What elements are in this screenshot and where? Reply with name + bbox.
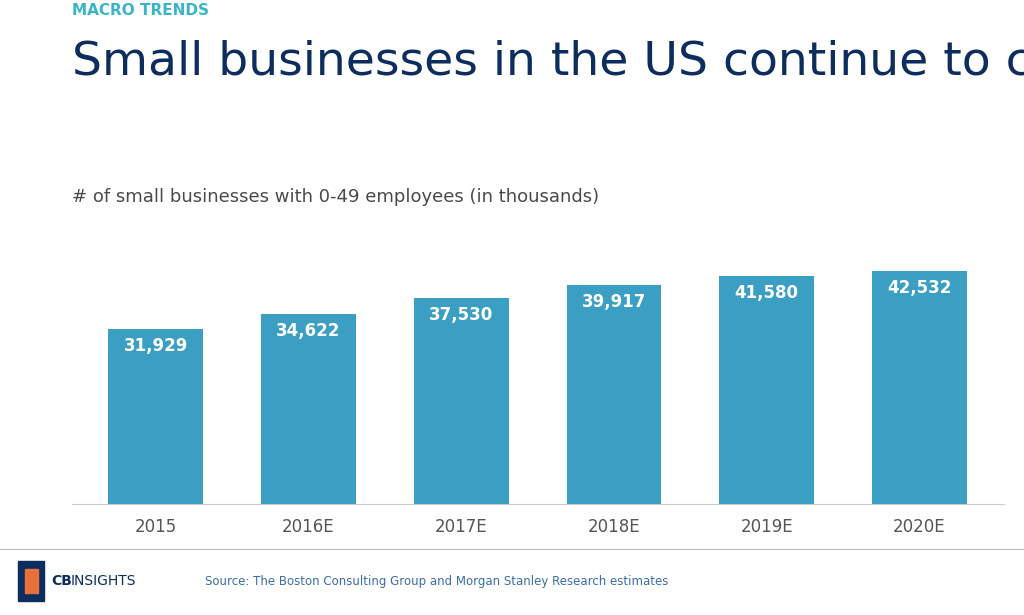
Text: 42,532: 42,532 [888, 279, 951, 297]
Bar [566, 285, 662, 504]
Text: 41,580: 41,580 [735, 284, 799, 302]
Bar [720, 276, 814, 504]
Bar [261, 314, 355, 504]
Bar [414, 298, 509, 504]
Text: # of small businesses with 0-49 employees (in thousands): # of small businesses with 0-49 employee… [72, 188, 599, 205]
Text: Source: The Boston Consulting Group and Morgan Stanley Research estimates: Source: The Boston Consulting Group and … [205, 574, 669, 588]
Text: MACRO TRENDS: MACRO TRENDS [72, 3, 209, 18]
Bar [109, 329, 203, 504]
Text: CB: CB [51, 574, 72, 588]
Text: 37,530: 37,530 [429, 306, 494, 324]
Text: 31,929: 31,929 [124, 337, 187, 355]
Text: 39,917: 39,917 [582, 293, 646, 311]
Text: Small businesses in the US continue to climb: Small businesses in the US continue to c… [72, 40, 1024, 85]
Text: INSIGHTS: INSIGHTS [71, 574, 136, 588]
Text: 34,622: 34,622 [276, 322, 341, 340]
Bar [872, 271, 967, 504]
Bar [25, 569, 38, 593]
Bar [18, 561, 44, 601]
